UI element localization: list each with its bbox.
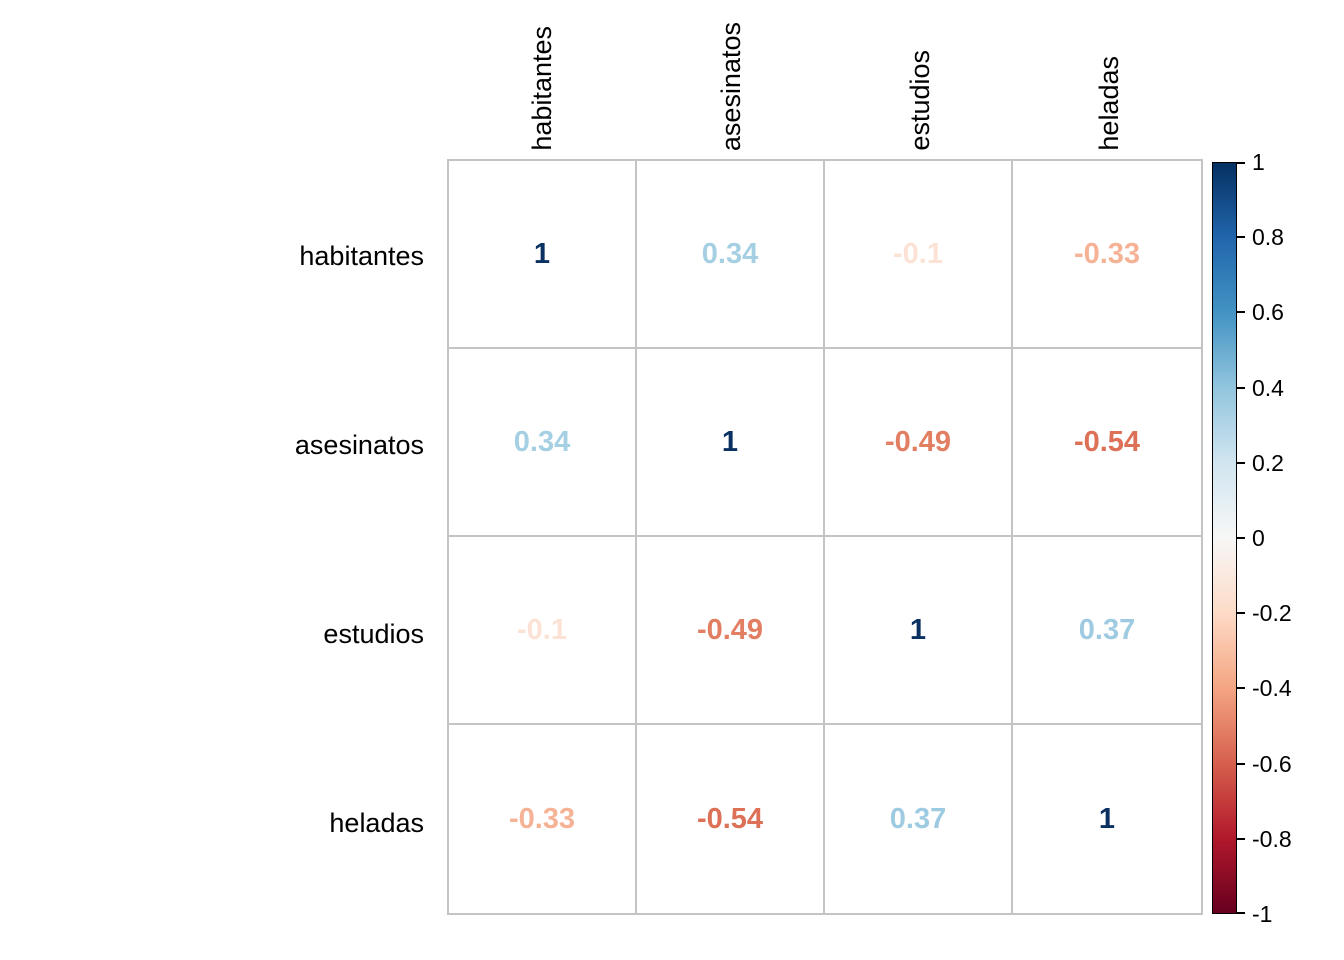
matrix-cell: -0.49 bbox=[825, 349, 1013, 537]
matrix-cell: 0.34 bbox=[449, 349, 637, 537]
colorbar-tick-label: 0.2 bbox=[1252, 450, 1284, 476]
matrix-cell: 1 bbox=[825, 537, 1013, 725]
colorbar-tick bbox=[1237, 612, 1245, 614]
matrix-cell: -0.33 bbox=[1013, 161, 1201, 349]
colorbar-tick bbox=[1237, 763, 1245, 765]
row-label-asesinatos: asesinatos bbox=[294, 430, 424, 460]
colorbar-tick bbox=[1237, 387, 1245, 389]
matrix-cell: 1 bbox=[449, 161, 637, 349]
colorbar-tick bbox=[1237, 311, 1245, 313]
colorbar-tick-label: -1 bbox=[1252, 901, 1273, 927]
column-label-text: asesinatos bbox=[716, 21, 746, 151]
matrix-cell: 0.37 bbox=[825, 725, 1013, 913]
colorbar-tick bbox=[1237, 838, 1245, 840]
matrix-cell: -0.49 bbox=[637, 537, 825, 725]
colorbar-tick-label: 0.6 bbox=[1252, 299, 1284, 325]
colorbar-tick bbox=[1237, 537, 1245, 539]
colorbar-gradient bbox=[1212, 162, 1237, 914]
column-label-text: heladas bbox=[1094, 56, 1124, 151]
colorbar-tick-label: -0.2 bbox=[1252, 600, 1292, 626]
colorbar-tick bbox=[1237, 912, 1245, 914]
matrix-cell: -0.54 bbox=[1013, 349, 1201, 537]
matrix-cell: 0.34 bbox=[637, 161, 825, 349]
colorbar-tick-label: -0.4 bbox=[1252, 675, 1292, 701]
column-label-text: estudios bbox=[905, 50, 935, 151]
matrix-cell: -0.33 bbox=[449, 725, 637, 913]
row-label-habitantes: habitantes bbox=[299, 241, 424, 271]
matrix-grid: 1 0.34 -0.1 -0.33 0.34 1 -0.49 -0.54 -0.… bbox=[447, 159, 1203, 915]
column-label-estudios: estudios bbox=[902, 0, 938, 151]
column-label-heladas: heladas bbox=[1091, 0, 1127, 151]
colorbar-tick-label: 0.4 bbox=[1252, 375, 1284, 401]
colorbar-tick-label: 0.8 bbox=[1252, 224, 1284, 250]
colorbar-tick bbox=[1237, 687, 1245, 689]
matrix-cell: -0.54 bbox=[637, 725, 825, 913]
colorbar-tick-label: -0.8 bbox=[1252, 826, 1292, 852]
colorbar-tick-label: 1 bbox=[1252, 149, 1265, 175]
column-label-habitantes: habitantes bbox=[524, 0, 560, 151]
colorbar: 1 0.8 0.6 0.4 0.2 0 -0.2 -0.4 -0.6 -0.8 … bbox=[1212, 149, 1292, 927]
matrix-cell: 1 bbox=[1098, 802, 1116, 835]
matrix-cell: 0.37 bbox=[1013, 537, 1201, 725]
matrix-cell: 1 bbox=[637, 349, 825, 537]
matrix-cell: -0.1 bbox=[449, 537, 637, 725]
colorbar-tick bbox=[1237, 236, 1245, 238]
matrix-cell: -0.1 bbox=[825, 161, 1013, 349]
column-label-asesinatos: asesinatos bbox=[713, 0, 749, 151]
colorbar-tick-label: -0.6 bbox=[1252, 751, 1292, 777]
colorbar-tick bbox=[1237, 462, 1245, 464]
row-label-estudios: estudios bbox=[323, 619, 424, 649]
column-label-text: habitantes bbox=[527, 26, 557, 151]
colorbar-tick bbox=[1237, 162, 1245, 164]
colorbar-tick-label: 0 bbox=[1252, 525, 1265, 551]
row-label-heladas: heladas bbox=[329, 808, 424, 838]
